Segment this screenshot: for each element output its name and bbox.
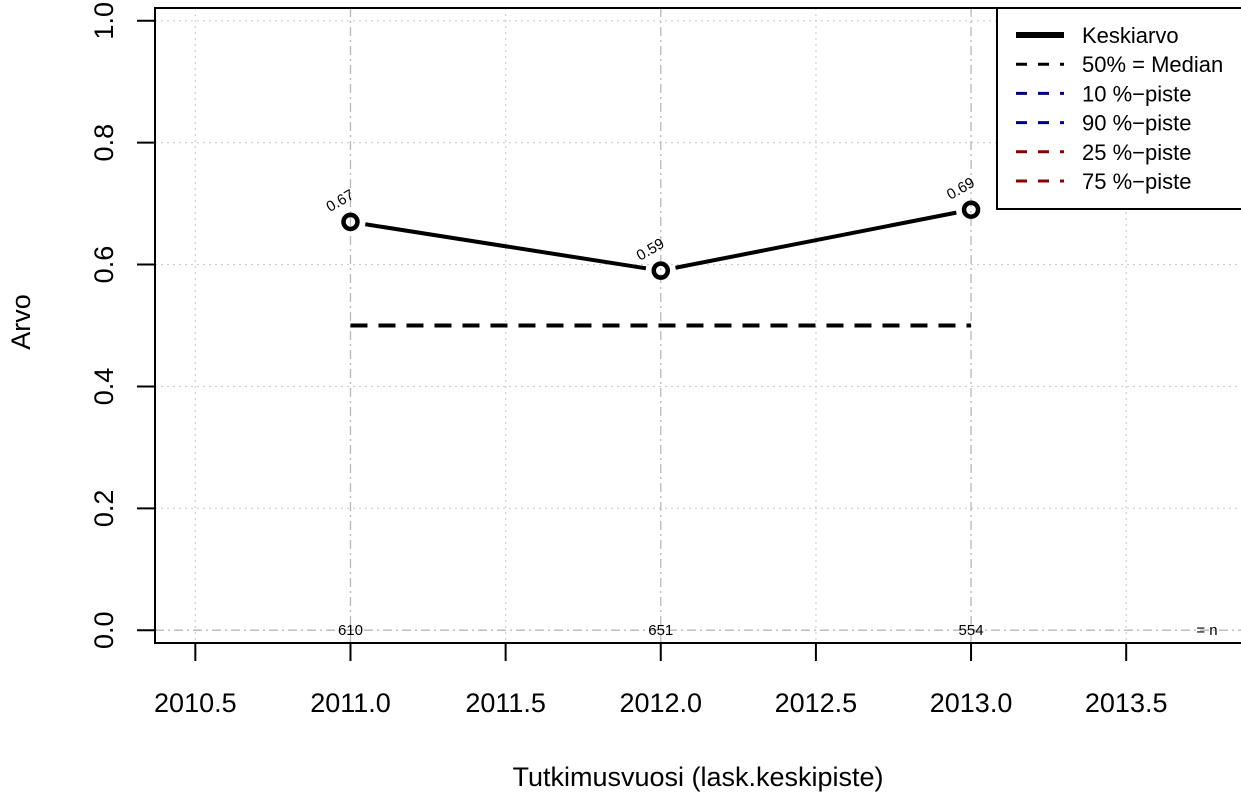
y-tick-label: 0.4 — [89, 368, 119, 406]
series-layer: 0.67 0.59 0.69 610 651 554 = n — [323, 174, 1217, 639]
legend-label: 25 %−piste — [1082, 140, 1191, 165]
series-keskiarvo-point — [651, 261, 671, 280]
x-axis-label: Tutkimusvuosi (lask.keskipiste) — [512, 762, 883, 792]
n-count-label: 554 — [959, 622, 984, 639]
y-tick-label: 0.2 — [89, 490, 119, 528]
data-label: 0.69 — [944, 174, 978, 203]
legend-label: 50% = Median — [1082, 52, 1223, 77]
legend-box — [996, 7, 1241, 210]
series-keskiarvo-segment — [675, 210, 957, 270]
x-tick-label: 2013.5 — [1085, 688, 1168, 718]
series-keskiarvo-point — [341, 212, 360, 232]
legend: Keskiarvo 50% = Median 10 %−piste 90 %−pist… — [996, 7, 1241, 210]
data-label: 0.67 — [323, 186, 357, 215]
plot-frame — [154, 7, 1241, 644]
y-axis-label: Arvo — [6, 294, 36, 350]
x-tick-label: 2010.5 — [154, 688, 237, 718]
n-count-label: 651 — [648, 622, 673, 639]
legend-label: 10 %−piste — [1082, 81, 1191, 106]
x-tick-label: 2013.0 — [930, 688, 1013, 718]
n-count-label: 610 — [338, 622, 363, 639]
y-tick-label: 1.0 — [89, 2, 119, 40]
legend-label: 90 %−piste — [1082, 111, 1191, 136]
series-keskiarvo-segment — [364, 222, 647, 271]
x-tick-label: 2012.0 — [619, 688, 702, 718]
x-tick-label: 2011.0 — [310, 688, 391, 718]
y-tick-label: 0.0 — [89, 611, 119, 649]
axes: 2010.5 2011.0 2011.5 2012.0 2012.5 2013.0 2013… — [89, 2, 1241, 718]
x-tick-label: 2012.5 — [775, 688, 858, 718]
legend-label: 75 %−piste — [1082, 169, 1191, 194]
data-label: 0.59 — [634, 235, 668, 264]
legend-label: Keskiarvo — [1082, 23, 1179, 48]
y-tick-label: 0.6 — [89, 246, 119, 284]
x-tick-label: 2011.5 — [465, 688, 546, 718]
y-tick-label: 0.8 — [89, 124, 119, 162]
series-keskiarvo-point — [961, 200, 981, 219]
n-suffix-label: = n — [1196, 622, 1217, 639]
